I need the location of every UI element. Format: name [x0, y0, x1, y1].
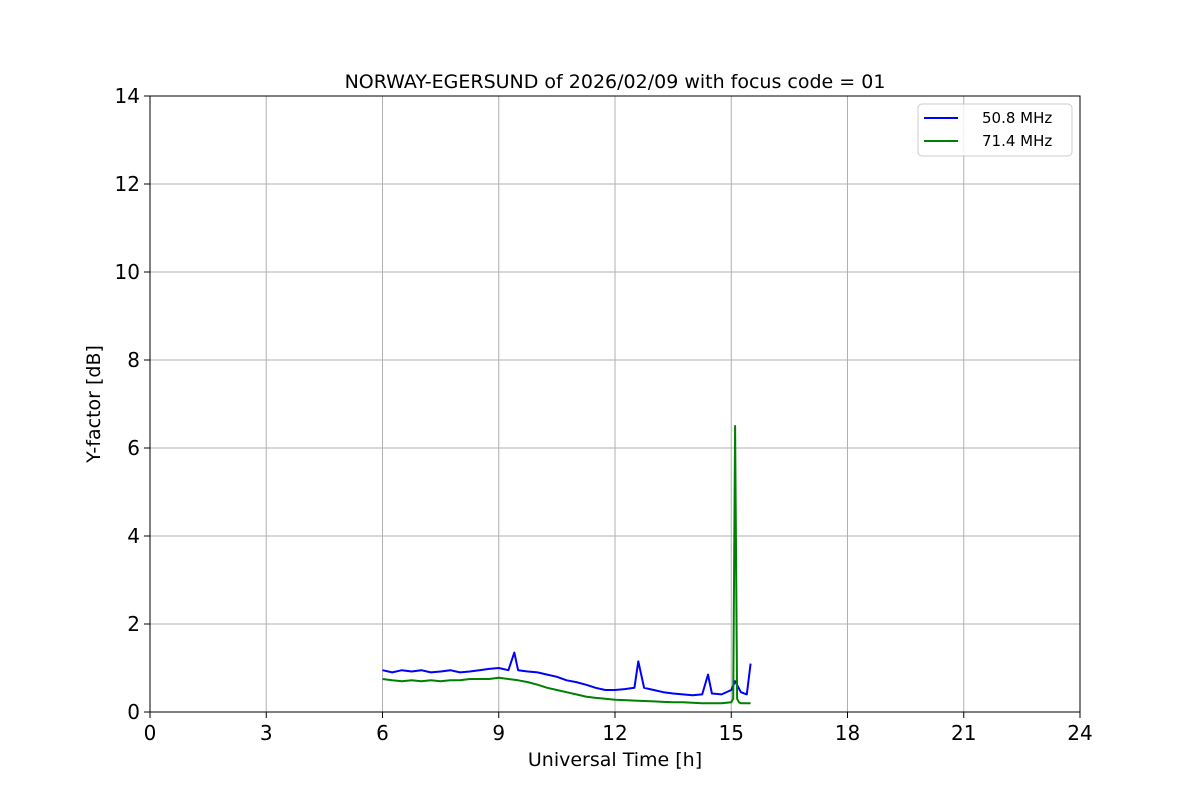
series-line-50-8-mhz — [382, 651, 752, 697]
x-tick-label: 24 — [1067, 721, 1092, 745]
x-tick-label: 6 — [376, 721, 389, 745]
y-axis-label: Y-factor [dB] — [83, 345, 105, 464]
y-tick-label: 6 — [127, 436, 140, 460]
y-tick-label: 2 — [127, 612, 140, 636]
chart-title: NORWAY-EGERSUND of 2026/02/09 with focus… — [345, 71, 886, 93]
x-tick-label: 21 — [951, 721, 976, 745]
legend-label-71-4-mhz: 71.4 MHz — [982, 132, 1052, 150]
y-tick-label: 0 — [127, 700, 140, 724]
x-tick-label: 9 — [492, 721, 505, 745]
x-tick-label: 12 — [602, 721, 627, 745]
y-tick-label: 12 — [115, 172, 140, 196]
y-tick-label: 4 — [127, 524, 140, 548]
x-tick-label: 0 — [144, 721, 157, 745]
x-tick-label: 3 — [260, 721, 273, 745]
series-layer — [382, 425, 752, 705]
x-tick-label: 18 — [835, 721, 860, 745]
legend: 50.8 MHz 71.4 MHz — [917, 103, 1073, 157]
y-tick-label: 8 — [127, 348, 140, 372]
y-tick-label: 10 — [115, 260, 140, 284]
legend-label-50-8-mhz: 50.8 MHz — [982, 109, 1052, 127]
x-axis-label: Universal Time [h] — [528, 749, 702, 771]
grid-lines — [149, 95, 1081, 713]
x-tick-label: 15 — [719, 721, 744, 745]
series-line-71-4-mhz — [382, 425, 751, 705]
y-tick-label: 14 — [115, 84, 140, 108]
